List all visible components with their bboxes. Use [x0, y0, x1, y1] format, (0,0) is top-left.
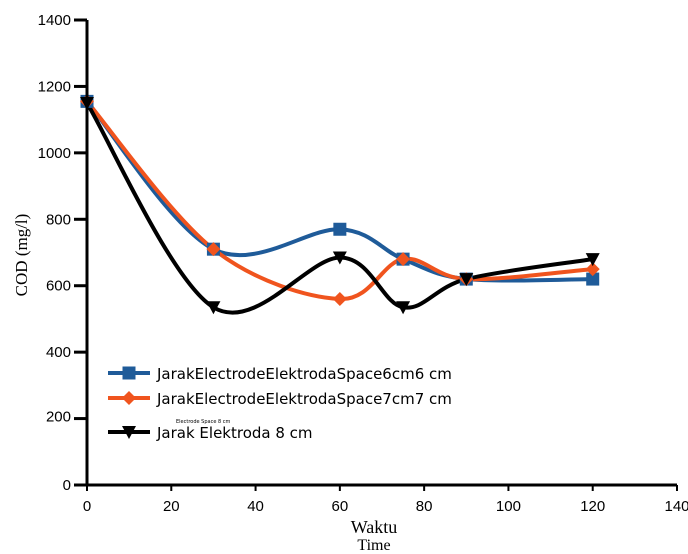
- y-tick-label-1200: 1200: [38, 78, 71, 95]
- series-layer: [85, 99, 595, 315]
- data-point-s1-6: [586, 272, 600, 286]
- legend-label-2: JarakElectrodeElektrodaSpace7cm7 cm: [156, 390, 452, 408]
- legend-small-note: Electrode Space 8 cm: [176, 419, 231, 425]
- data-point-s3-6: [585, 253, 600, 267]
- x-tick-label-100: 100: [496, 498, 521, 515]
- data-point-s2-2: [206, 242, 221, 257]
- marker-layer: [80, 94, 600, 315]
- y-axis-title: COD (mg/l): [12, 214, 31, 297]
- legend: JarakElectrodeElektrodaSpace6cm6 cm Jarak…: [108, 365, 452, 442]
- series-line-3: [85, 101, 595, 315]
- x-tick-label-140: 140: [664, 498, 688, 515]
- x-tick-label-60: 60: [332, 498, 349, 515]
- legend-label-1: JarakElectrodeElektrodaSpace6cm6 cm: [156, 365, 452, 383]
- data-point-s3-3: [332, 251, 347, 265]
- data-point-s2-6: [585, 262, 600, 277]
- y-tick-label-1400: 1400: [38, 12, 71, 29]
- legend-label-3: Jarak Elektroda 8 cm: [156, 424, 313, 442]
- data-point-s3-5: [459, 273, 474, 287]
- data-point-s3-4: [396, 301, 411, 315]
- x-axis-title: Waktu: [351, 517, 398, 537]
- x-tick-label-20: 20: [163, 498, 180, 515]
- x-tick-label-40: 40: [247, 498, 264, 515]
- legend-marker-1: [122, 366, 136, 380]
- data-point-s2-3: [332, 292, 347, 306]
- series-line-2: [85, 99, 595, 302]
- y-tick-label-800: 800: [46, 211, 71, 228]
- data-point-s1-3: [333, 222, 347, 236]
- y-tick-label-0: 0: [63, 477, 71, 494]
- legend-marker-2: [122, 391, 136, 405]
- legend-marker-3: [122, 426, 136, 439]
- y-tick-label-600: 600: [46, 278, 71, 295]
- x-tick-label-80: 80: [416, 498, 433, 515]
- x-tick-label-0: 0: [83, 498, 91, 515]
- data-point-s2-4: [396, 252, 411, 267]
- y-tick-label-400: 400: [46, 344, 71, 361]
- x-axis-subtitle: Time: [357, 537, 390, 554]
- y-tick-label-1000: 1000: [38, 145, 71, 162]
- axes-layer: 0 20 40 60 80 100 120 1400200400600800100012001…: [38, 12, 688, 515]
- data-point-s3-2: [206, 301, 221, 315]
- y-tick-label-200: 200: [46, 409, 71, 426]
- x-tick-label-120: 120: [580, 498, 605, 515]
